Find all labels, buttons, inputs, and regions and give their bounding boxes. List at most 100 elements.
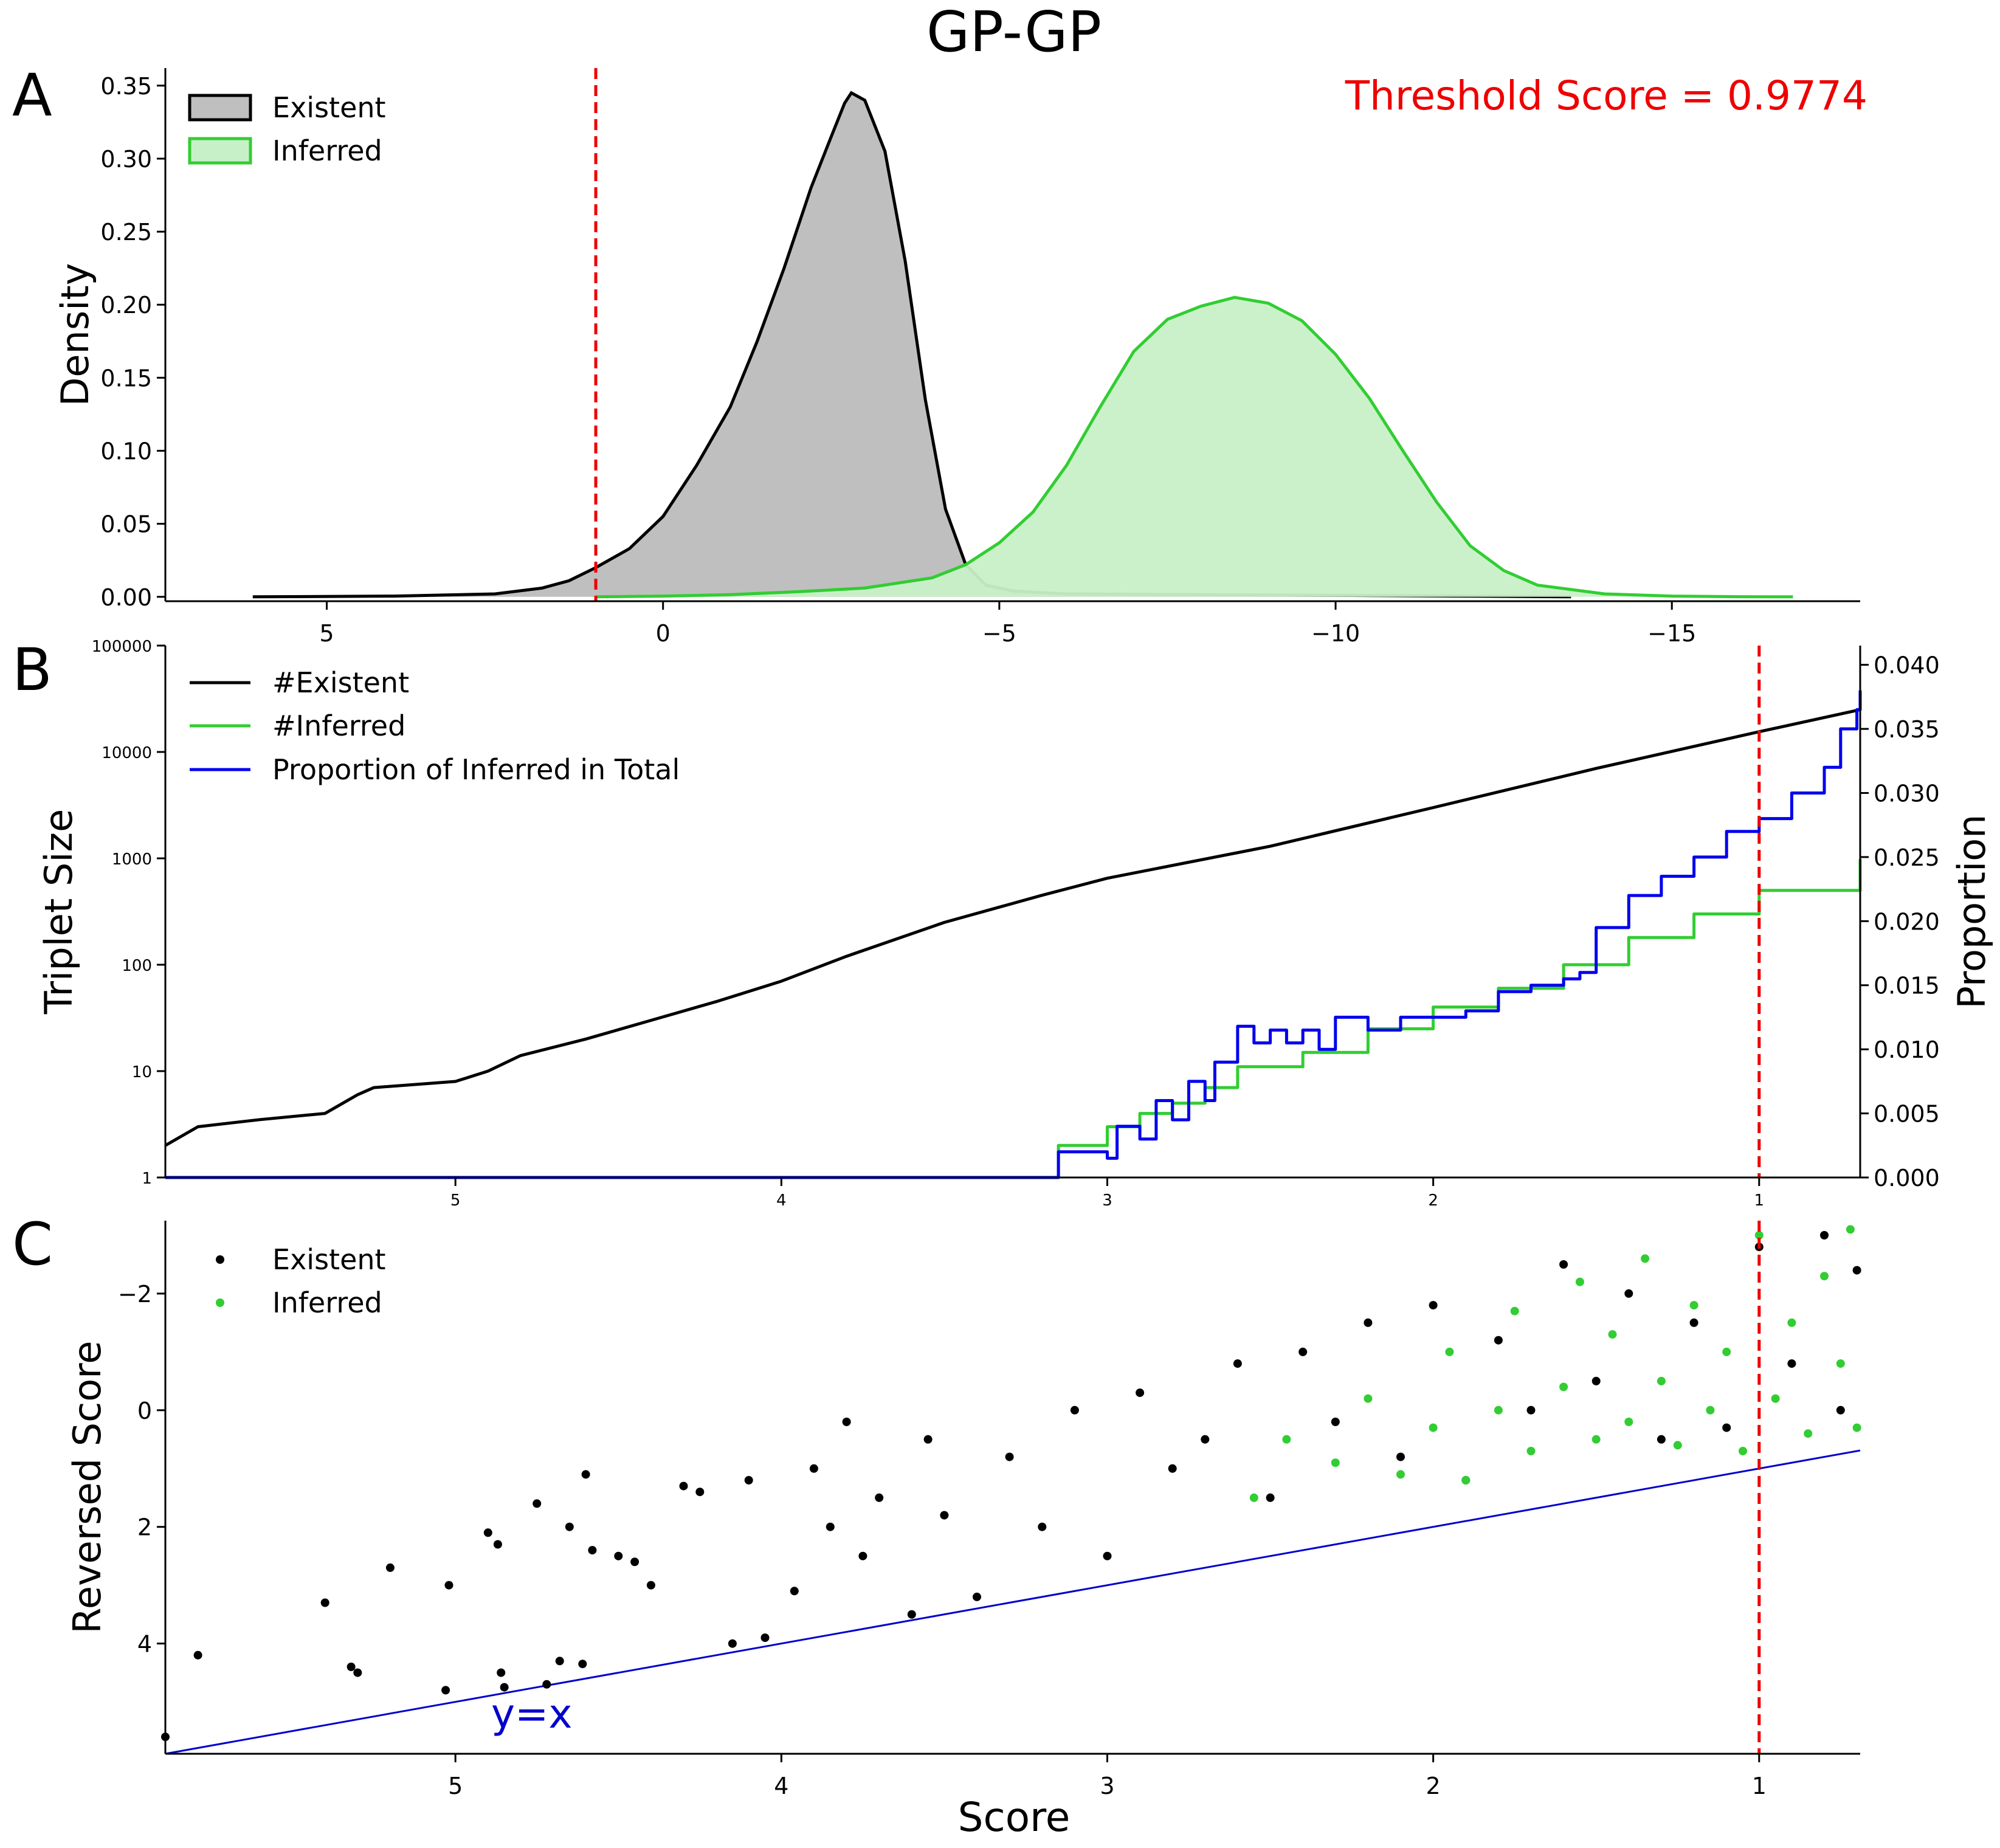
y2-tick-label: 0.030 bbox=[1874, 780, 1940, 807]
scatter-point-existent bbox=[441, 1686, 450, 1695]
scatter-point-existent bbox=[1103, 1551, 1112, 1560]
y2-tick-label: 0.040 bbox=[1874, 652, 1940, 679]
scatter-point-inferred bbox=[1706, 1405, 1715, 1415]
scatter-point-existent bbox=[790, 1587, 799, 1596]
y-tick-label: 10000 bbox=[102, 744, 152, 762]
scatter-point-inferred bbox=[1396, 1470, 1405, 1479]
scatter-point-inferred bbox=[1852, 1423, 1861, 1432]
legend-swatch-inferred bbox=[188, 137, 252, 165]
scatter-point-inferred bbox=[1282, 1435, 1291, 1444]
scatter-point-inferred bbox=[1771, 1394, 1780, 1403]
x-tick-label: 3 bbox=[1100, 1773, 1114, 1799]
panel-letter-c: C bbox=[12, 1210, 53, 1278]
scatter-point-existent bbox=[1201, 1435, 1210, 1444]
scatter-point-existent bbox=[444, 1581, 453, 1590]
y-tick-label: 100000 bbox=[92, 638, 152, 656]
x-tick-label: 5 bbox=[448, 1773, 463, 1799]
legend-label: Inferred bbox=[272, 1286, 382, 1319]
scatter-point-inferred bbox=[1689, 1301, 1698, 1310]
y2-tick-label: 0.005 bbox=[1874, 1101, 1940, 1128]
scatter-point-existent bbox=[858, 1551, 867, 1560]
y-axis-label: Triplet Size bbox=[36, 809, 81, 1015]
series-line-proportion-of-inferred-in-total bbox=[165, 690, 1862, 1179]
scatter-point-inferred bbox=[1673, 1441, 1682, 1450]
scatter-point-existent bbox=[1298, 1347, 1308, 1356]
y-tick-label: 0.15 bbox=[100, 365, 152, 391]
scatter-point-existent bbox=[588, 1546, 597, 1555]
legend-label: #Inferred bbox=[272, 709, 405, 742]
y2-axis-label: Proportion bbox=[1950, 815, 1994, 1009]
scatter-point-inferred bbox=[1836, 1359, 1845, 1368]
x-tick-label: −10 bbox=[1311, 620, 1360, 647]
legend-label: Proportion of Inferred in Total bbox=[272, 753, 680, 786]
scatter-point-existent bbox=[1787, 1359, 1796, 1368]
y2-tick-label: 0.020 bbox=[1874, 908, 1940, 935]
scatter-point-existent bbox=[1559, 1260, 1568, 1269]
scatter-point-existent bbox=[1233, 1359, 1242, 1368]
density-area-existent bbox=[252, 92, 1571, 597]
scatter-point-existent bbox=[483, 1528, 492, 1537]
scatter-point-existent bbox=[1820, 1231, 1829, 1239]
scatter-point-existent bbox=[1364, 1318, 1373, 1327]
y2-tick-label: 0.015 bbox=[1874, 973, 1940, 999]
scatter-point-inferred bbox=[1510, 1306, 1519, 1315]
y-tick-label: −2 bbox=[118, 1281, 152, 1308]
scatter-point-existent bbox=[385, 1563, 395, 1572]
x-tick-label: 3 bbox=[1102, 1191, 1112, 1210]
x-tick-label: 5 bbox=[450, 1191, 461, 1210]
scatter-point-existent bbox=[1526, 1405, 1536, 1415]
scatter-point-inferred bbox=[1820, 1272, 1829, 1281]
scatter-point-inferred bbox=[1722, 1347, 1731, 1356]
y-axis-label: Reversed Score bbox=[65, 1341, 109, 1634]
y2-tick-label: 0.000 bbox=[1874, 1165, 1940, 1191]
panel-c-scatter-plot: y=x 4 2 0 −2 5 4 3 2 1 Score Reversed Score Existent… bbox=[65, 1221, 1861, 1841]
y-tick-label: 0.20 bbox=[100, 292, 152, 319]
x-tick-label: 1 bbox=[1754, 1191, 1765, 1210]
threshold-annotation: Threshold Score = 0.9774 bbox=[1345, 72, 1867, 119]
scatter-point-existent bbox=[1852, 1266, 1861, 1275]
scatter-point-existent bbox=[728, 1639, 737, 1648]
y2-tick-label: 0.010 bbox=[1874, 1036, 1940, 1063]
scatter-point-inferred bbox=[1249, 1493, 1258, 1502]
scatter-point-inferred bbox=[1526, 1447, 1536, 1455]
scatter-point-existent bbox=[1396, 1452, 1405, 1461]
scatter-point-inferred bbox=[1559, 1382, 1568, 1391]
scatter-point-inferred bbox=[1429, 1423, 1438, 1432]
scatter-point-existent bbox=[940, 1511, 949, 1520]
scatter-point-inferred bbox=[1657, 1376, 1666, 1385]
scatter-point-inferred bbox=[1461, 1476, 1471, 1484]
scatter-point-existent bbox=[353, 1668, 362, 1677]
x-tick-label: −15 bbox=[1647, 620, 1696, 647]
scatter-point-inferred bbox=[1364, 1394, 1373, 1403]
y-tick-label: 1 bbox=[142, 1170, 152, 1188]
scatter-point-existent bbox=[565, 1522, 574, 1531]
scatter-point-existent bbox=[1070, 1405, 1079, 1415]
panel-letter-b: B bbox=[12, 636, 52, 704]
x-tick-label: 4 bbox=[776, 1191, 787, 1210]
x-tick-label: 2 bbox=[1428, 1191, 1438, 1210]
y-tick-label: 4 bbox=[137, 1631, 152, 1658]
legend-label: #Existent bbox=[272, 666, 409, 699]
series-line-inferred bbox=[165, 859, 1862, 1179]
scatter-point-inferred bbox=[1787, 1318, 1796, 1327]
y-tick-label: 0.30 bbox=[100, 146, 152, 173]
scatter-point-existent bbox=[809, 1464, 818, 1473]
scatter-point-inferred bbox=[1494, 1405, 1503, 1415]
scatter-point-existent bbox=[1429, 1301, 1438, 1310]
panel-b-triplet-size-plot: 1 10 100 1000 10000 100000 0.000 0.005 0.010 0.01… bbox=[36, 638, 1994, 1210]
x-axis-label: Score bbox=[958, 1794, 1071, 1841]
scatter-point-existent bbox=[1005, 1452, 1014, 1461]
x-tick-label: −5 bbox=[982, 620, 1016, 647]
y2-tick-label: 0.025 bbox=[1874, 844, 1940, 871]
y-tick-label: 0.10 bbox=[100, 438, 152, 465]
scatter-point-existent bbox=[842, 1418, 851, 1426]
scatter-point-existent bbox=[973, 1592, 981, 1601]
scatter-point-existent bbox=[1836, 1405, 1845, 1415]
y-axis-label: Density bbox=[53, 263, 97, 407]
y-tick-label: 0.00 bbox=[100, 584, 152, 611]
scatter-point-inferred bbox=[1641, 1254, 1650, 1263]
scatter-point-inferred bbox=[1624, 1418, 1633, 1426]
scatter-point-existent bbox=[744, 1476, 753, 1484]
scatter-point-inferred bbox=[1754, 1231, 1764, 1239]
